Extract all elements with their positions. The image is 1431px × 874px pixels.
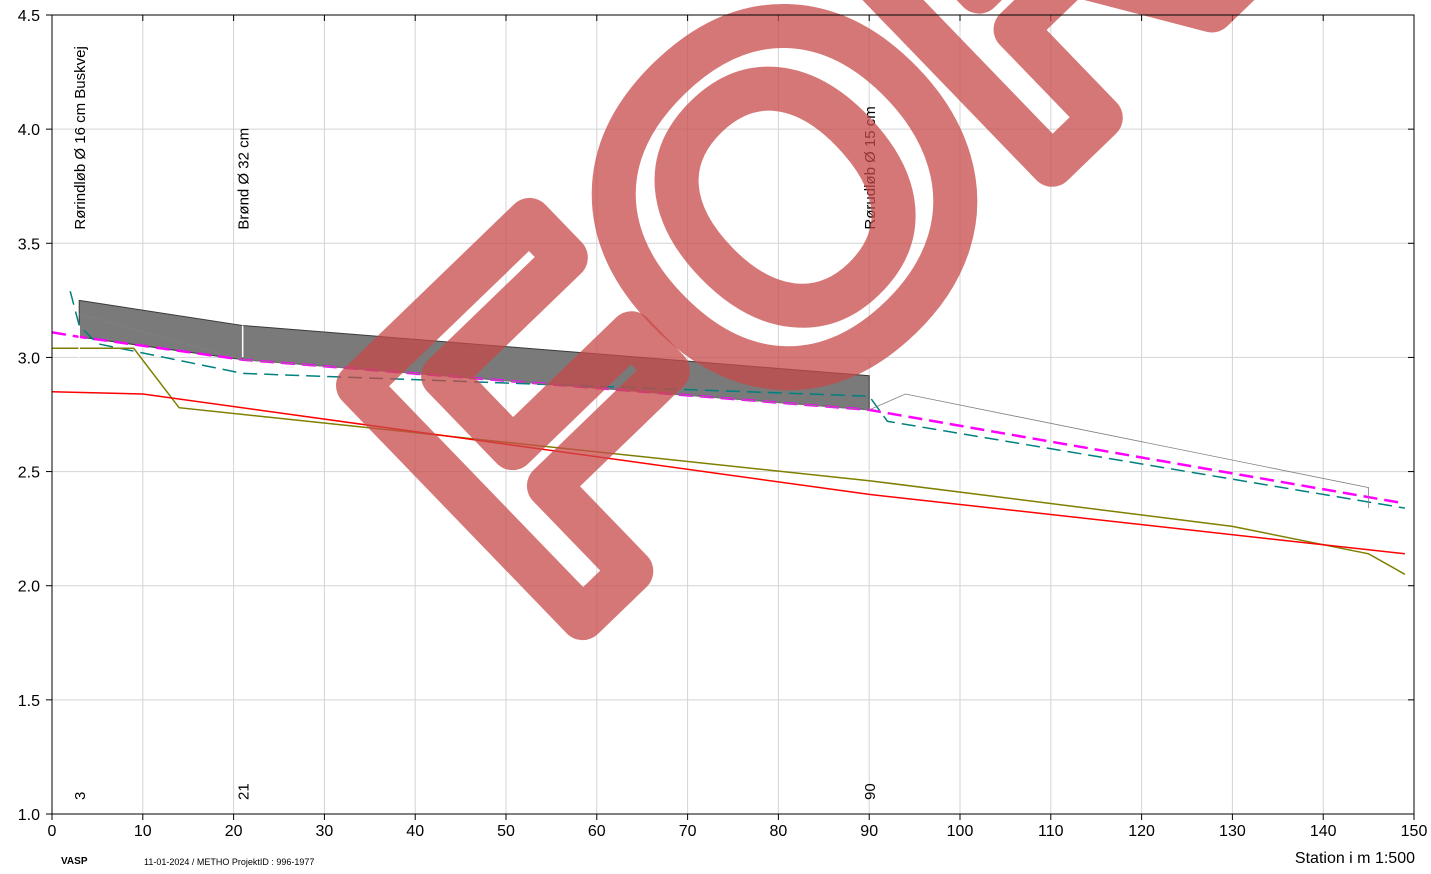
feature-label: Rørudløb Ø 15 cm	[862, 106, 879, 229]
y-tick-label: 4.0	[18, 122, 40, 139]
x-tick-label: 140	[1310, 823, 1337, 840]
x-tick-label: 0	[48, 823, 57, 840]
forslag-watermark: FORSLAG	[243, 0, 1431, 734]
x-tick-label: 60	[588, 823, 606, 840]
plot-frame	[51, 14, 1415, 815]
series-lines	[51, 291, 1406, 575]
x-tick-label: 20	[225, 823, 243, 840]
feature-label: Rørindløb Ø 16 cm Buskvej	[72, 46, 89, 229]
x-tick-label: 80	[770, 823, 788, 840]
feature-station: 90	[862, 783, 879, 800]
axis-ticks: 0 10 20 30 40 50 60 70 80 90 100 110 120 130 140 150 1.0…	[18, 8, 1428, 840]
watermark-text: FORSLAG	[265, 0, 1431, 712]
pipe-segment	[78, 299, 244, 361]
x-tick-label: 10	[134, 823, 152, 840]
y-tick-label: 3.0	[18, 350, 40, 367]
x-tick-label: 90	[860, 823, 878, 840]
x-tick-label: 30	[316, 823, 334, 840]
x-tick-label: 100	[947, 823, 974, 840]
x-tick-label: 120	[1128, 823, 1155, 840]
feature-labels: Rørindløb Ø 16 cm Buskvej 3 Brønd Ø 32 cm 2…	[72, 46, 879, 800]
x-tick-label: 40	[406, 823, 424, 840]
station-axis-label: Station i m 1:500	[1294, 850, 1415, 867]
y-tick-label: 2.0	[18, 579, 40, 596]
brand-label: VASP	[61, 856, 88, 867]
x-tick-label: 110	[1038, 823, 1064, 840]
x-tick-label: 70	[679, 823, 697, 840]
grid	[52, 15, 1414, 814]
y-tick-label: 3.5	[18, 236, 40, 253]
series-line	[51, 390, 1405, 555]
series-line	[69, 291, 1406, 509]
feature-station: 3	[72, 792, 89, 800]
x-tick-label: 50	[497, 823, 515, 840]
feature-label: Brønd Ø 32 cm	[236, 128, 253, 230]
y-tick-label: 1.0	[18, 807, 40, 824]
feature-station: 21	[236, 783, 253, 800]
x-tick-label: 150	[1401, 823, 1428, 840]
meta-info: 11-01-2024 / METHO ProjektID : 996-1977	[144, 857, 315, 867]
y-tick-label: 2.5	[18, 465, 40, 482]
series-line	[79, 313, 1369, 509]
y-tick-label: 4.5	[18, 8, 40, 25]
series-line	[52, 347, 1406, 575]
x-tick-label: 130	[1219, 823, 1246, 840]
y-tick-label: 1.5	[18, 693, 40, 710]
